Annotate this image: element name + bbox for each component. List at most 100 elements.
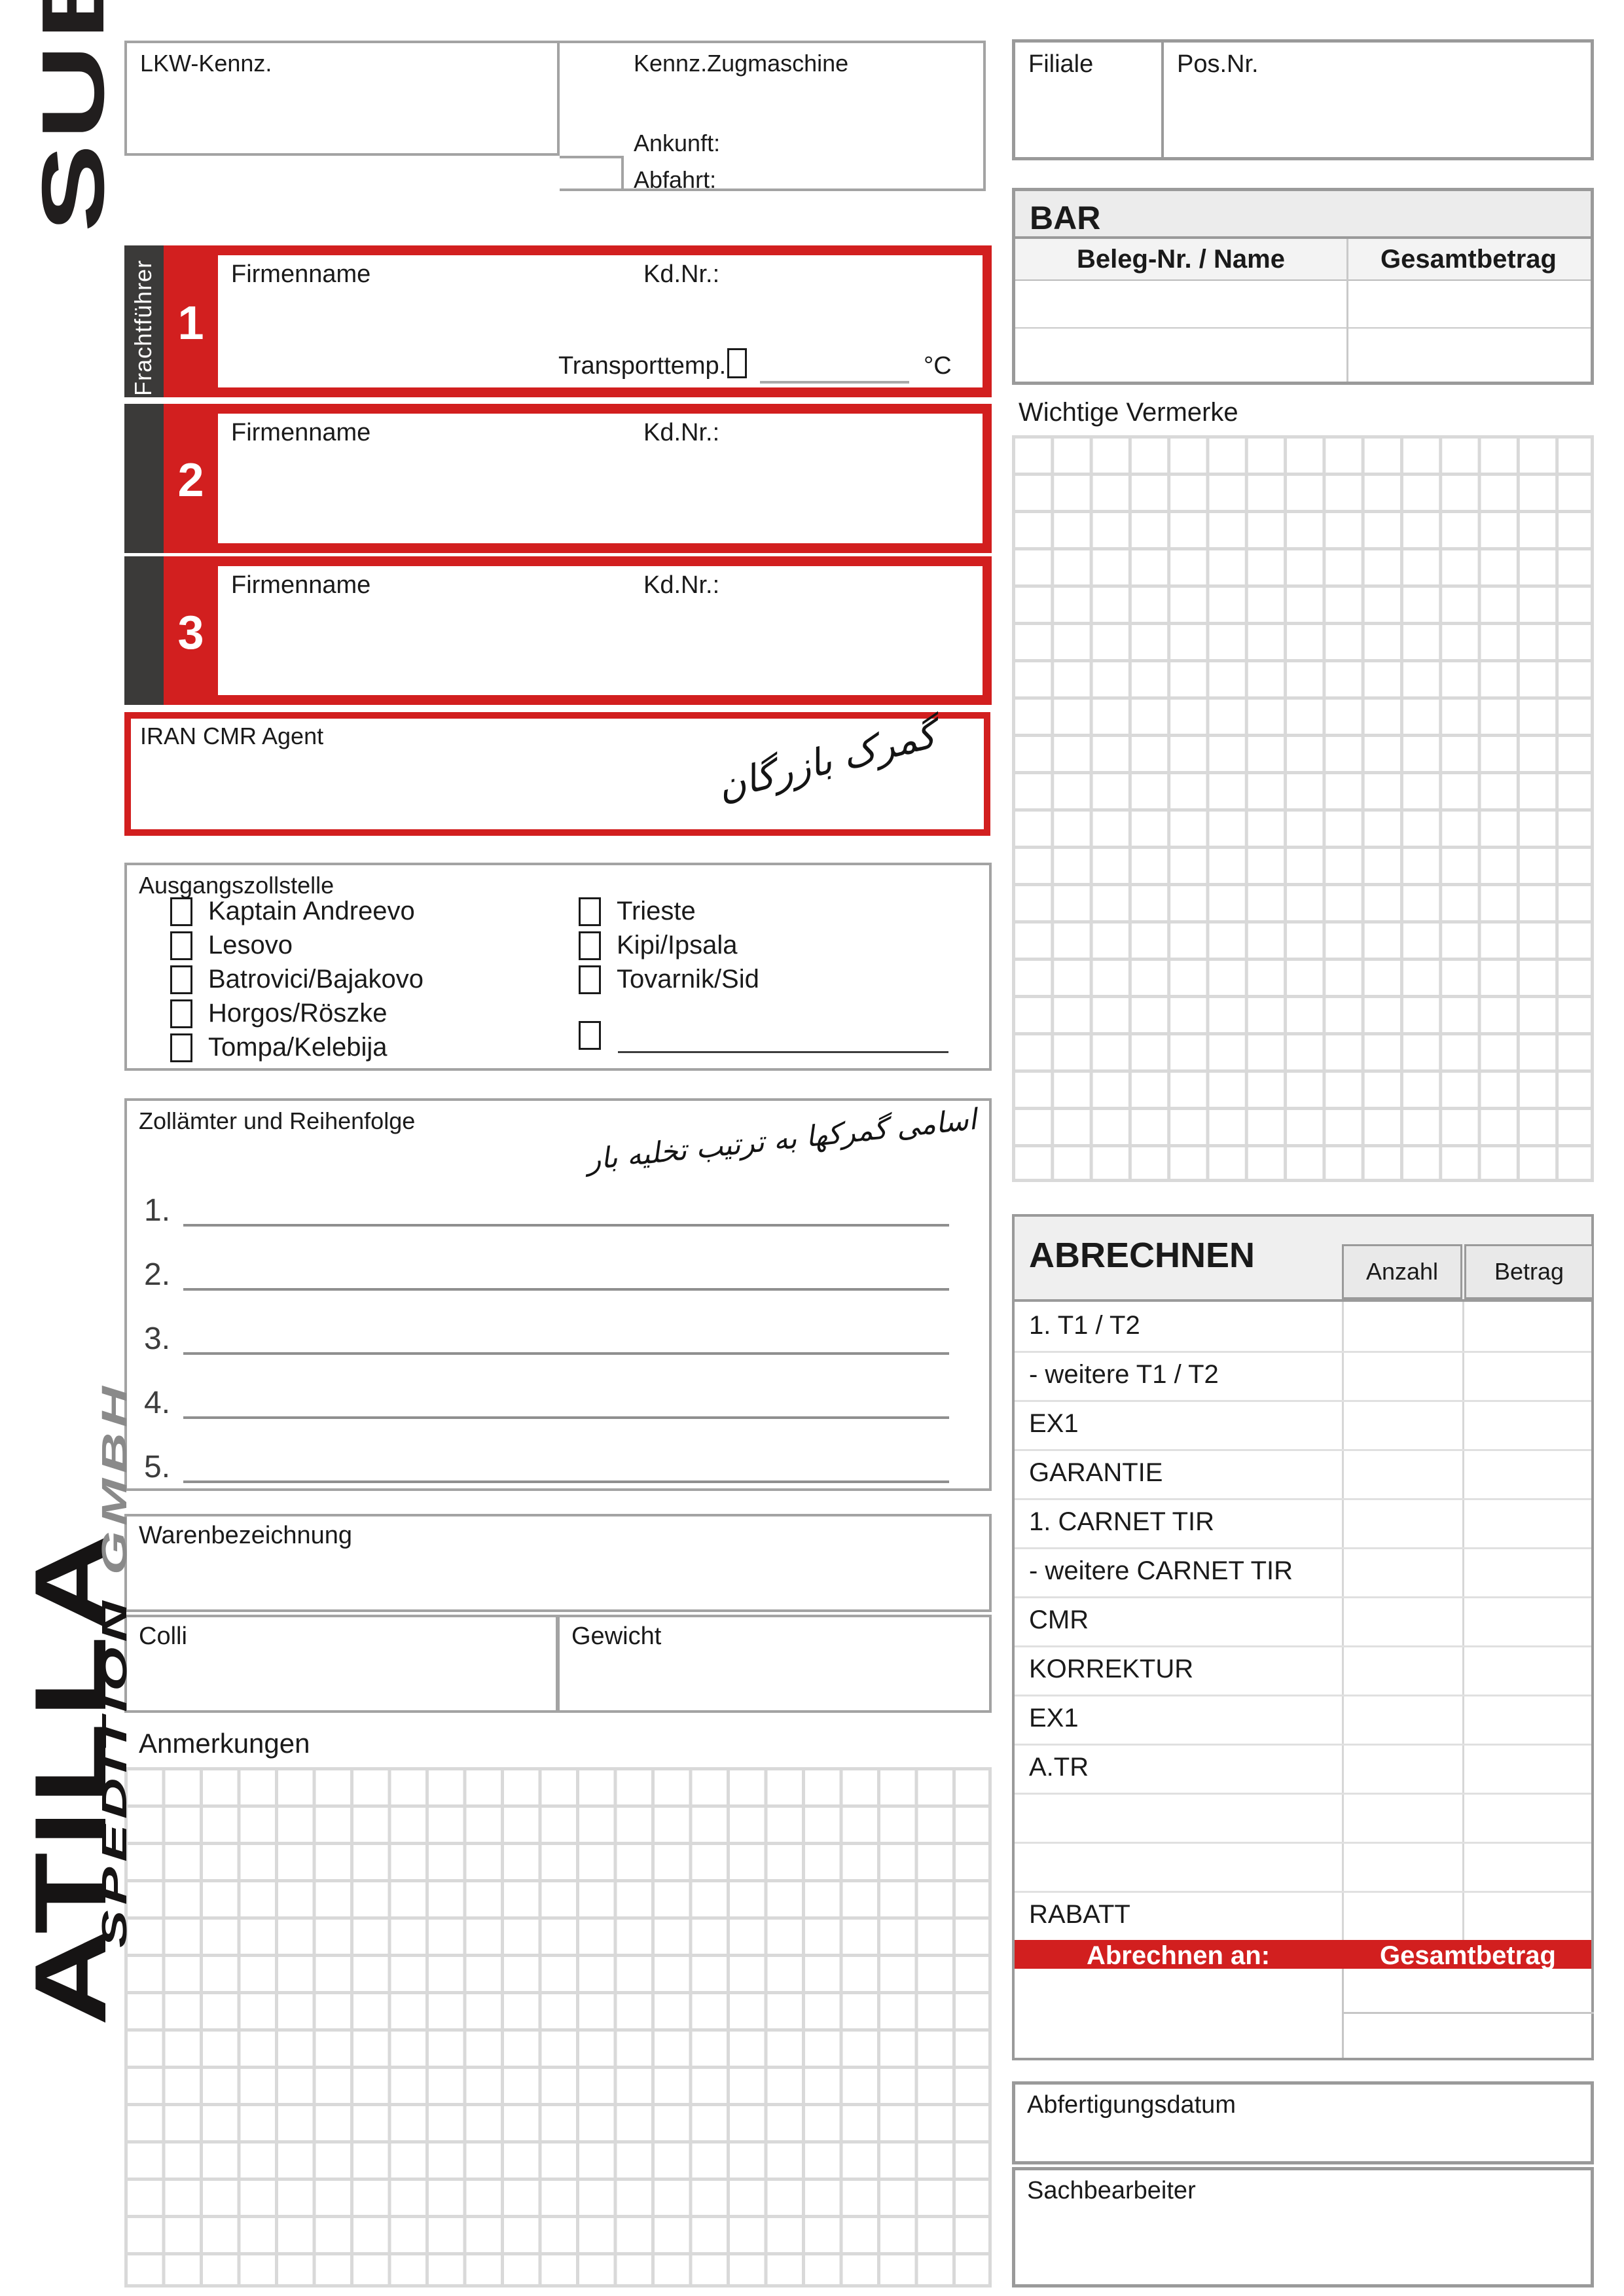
checkbox-row[interactable]: Kaptain Andreevo (170, 897, 415, 926)
zollstelle-other-line[interactable] (618, 1051, 948, 1053)
line-number: 4. (144, 1386, 171, 1420)
frachtfuehrer-fields[interactable]: Firmenname Kd.Nr.: Transporttemp.: °C (218, 255, 983, 387)
avisierer-fields[interactable]: Firmenname Kd.Nr.: (218, 414, 983, 543)
section-1-number: 1 (177, 297, 204, 350)
zollaemter-handwriting: اسامی گمرکها به ترتیب تخلیه بار (585, 1102, 979, 1177)
checkbox-icon[interactable] (170, 897, 192, 926)
firmenname-label-2: Firmenname (231, 419, 371, 446)
abrechnen-row[interactable]: GARANTIE (1015, 1449, 1591, 1500)
betrag-label: Betrag (1494, 1258, 1564, 1285)
checkbox-icon[interactable] (579, 897, 601, 926)
tab-frachtfuehrer-label: Frachtführer (130, 259, 156, 396)
anmerkungen-label: Anmerkungen (139, 1728, 310, 1759)
abrechnen-row-label: GARANTIE (1029, 1458, 1163, 1487)
tab-auftraggeber: Auftraggeber (124, 556, 164, 1111)
checkbox-icon[interactable] (170, 1033, 192, 1062)
transporttemp-checkbox[interactable] (727, 348, 747, 378)
warenbezeichnung-label: Warenbezeichnung (139, 1522, 353, 1549)
transporttemp-line[interactable] (760, 381, 909, 384)
section-3-number: 3 (177, 607, 204, 659)
tab-avisierer: Avisierer (124, 404, 164, 824)
ausgangszollstelle-label: Ausgangszollstelle (139, 872, 334, 899)
checkbox-row[interactable]: Lesovo (170, 931, 293, 960)
tab-frachtfuehrer: Frachtführer (124, 245, 164, 397)
zollstelle-option: Batrovici/Bajakovo (208, 965, 424, 994)
ausgangszollstelle-box: Ausgangszollstelle Kaptain Andreevo Leso… (124, 863, 992, 1071)
abrechnen-an-cells[interactable] (1012, 1969, 1594, 2060)
checkbox-row[interactable]: Tompa/Kelebija (170, 1033, 388, 1062)
zoll-line-5[interactable] (183, 1480, 949, 1483)
warenbezeichnung-box[interactable]: Warenbezeichnung (124, 1514, 992, 1612)
zoll-line-2[interactable] (183, 1288, 949, 1291)
abrechnen-col-line-2 (1462, 1302, 1464, 1940)
zoll-line-3[interactable] (183, 1352, 949, 1355)
sachbearbeiter-box[interactable]: Sachbearbeiter (1012, 2167, 1594, 2287)
zoll-line-1[interactable] (183, 1224, 949, 1227)
abrechnen-row[interactable] (1015, 1842, 1591, 1893)
abrechnen-row[interactable]: EX1 (1015, 1400, 1591, 1451)
auftraggeber-fields[interactable]: Firmenname Kd.Nr.: (218, 566, 983, 695)
abrechnen-row[interactable]: - weitere CARNET TIR (1015, 1547, 1591, 1598)
vermerke-grid[interactable] (1012, 435, 1594, 1182)
anzahl-label: Anzahl (1365, 1258, 1439, 1285)
bar-cell[interactable] (1015, 329, 1346, 382)
zugmaschine-box[interactable]: Kennz.Zugmaschine Ankunft: Abfahrt: (560, 41, 986, 193)
bar-cell[interactable] (1346, 279, 1591, 327)
betrag-header: Betrag (1464, 1244, 1594, 1299)
abrechnen-row[interactable]: EX1 (1015, 1695, 1591, 1746)
abrechnen-row-label: CMR (1029, 1605, 1089, 1634)
abrechnen-row[interactable]: 1. T1 / T2 (1015, 1302, 1591, 1353)
zoll-line-4[interactable] (183, 1416, 949, 1419)
colli-box[interactable]: Colli (124, 1615, 558, 1713)
checkbox-row-other[interactable] (579, 1021, 601, 1050)
bar-row-divider (1015, 327, 1591, 329)
gewicht-box[interactable]: Gewicht (557, 1615, 992, 1713)
checkbox-icon[interactable] (579, 931, 601, 960)
section-auftraggeber: 3 Firmenname Kd.Nr.: (164, 556, 992, 705)
anmerkungen-grid[interactable] (124, 1767, 992, 2287)
bar-col-name: Beleg-Nr. / Name (1015, 239, 1346, 281)
gmbh-text: GMBH (95, 1381, 134, 1575)
zugmaschine-label: Kennz.Zugmaschine (634, 50, 849, 77)
checkbox-row[interactable]: Tovarnik/Sid (579, 965, 759, 994)
abrechnen-row-label: KORREKTUR (1029, 1655, 1194, 1683)
zollstelle-option: Trieste (617, 897, 696, 925)
checkbox-icon[interactable] (170, 965, 192, 994)
filiale-posnr-box[interactable]: Filiale Pos.Nr. (1012, 39, 1594, 160)
iran-cmr-agent-box[interactable]: IRAN CMR Agent گمرک بازرگان (124, 712, 990, 836)
abrechnen-title: ABRECHNEN (1029, 1236, 1255, 1275)
checkbox-row[interactable]: Horgos/Röszke (170, 999, 387, 1028)
abrechnen-row[interactable]: A.TR (1015, 1744, 1591, 1795)
line-number: 2. (144, 1257, 171, 1292)
bar-col-betrag: Gesamtbetrag (1346, 239, 1591, 281)
abrechnen-row[interactable]: 1. CARNET TIR (1015, 1498, 1591, 1549)
abfertigungsdatum-box[interactable]: Abfertigungsdatum (1012, 2081, 1594, 2164)
transporttemp-label: Transporttemp.: (558, 352, 733, 380)
abrechnen-row[interactable]: CMR (1015, 1596, 1591, 1647)
zollstelle-option: Lesovo (208, 931, 293, 960)
checkbox-row[interactable]: Batrovici/Bajakovo (170, 965, 424, 994)
checkbox-row[interactable]: Trieste (579, 897, 696, 926)
colli-label: Colli (139, 1623, 187, 1650)
checkbox-icon[interactable] (170, 931, 192, 960)
section-2-number: 2 (177, 454, 204, 507)
abrechnen-row[interactable]: KORREKTUR (1015, 1645, 1591, 1696)
iran-cmr-agent-label: IRAN CMR Agent (140, 723, 324, 749)
bar-cell[interactable] (1015, 279, 1346, 327)
line-number: 5. (144, 1450, 171, 1484)
abrechnen-row[interactable]: - weitere T1 / T2 (1015, 1351, 1591, 1402)
line-number: 1. (144, 1193, 171, 1228)
bar-cell[interactable] (1346, 329, 1591, 382)
checkbox-row[interactable]: Kipi/Ipsala (579, 931, 738, 960)
abrechnen-row[interactable]: RABATT (1015, 1891, 1591, 1940)
lkw-kennz-box[interactable]: LKW-Kennz. (124, 41, 560, 156)
checkbox-icon[interactable] (579, 1021, 601, 1050)
abrechnen-row-label: EX1 (1029, 1704, 1079, 1732)
zollstelle-option: Tompa/Kelebija (208, 1033, 388, 1062)
checkbox-icon[interactable] (579, 965, 601, 994)
bar-col-name-label: Beleg-Nr. / Name (1077, 244, 1285, 274)
checkbox-icon[interactable] (170, 999, 192, 1028)
abrechnen-row[interactable] (1015, 1793, 1591, 1844)
zollstelle-option: Horgos/Röszke (208, 999, 388, 1028)
